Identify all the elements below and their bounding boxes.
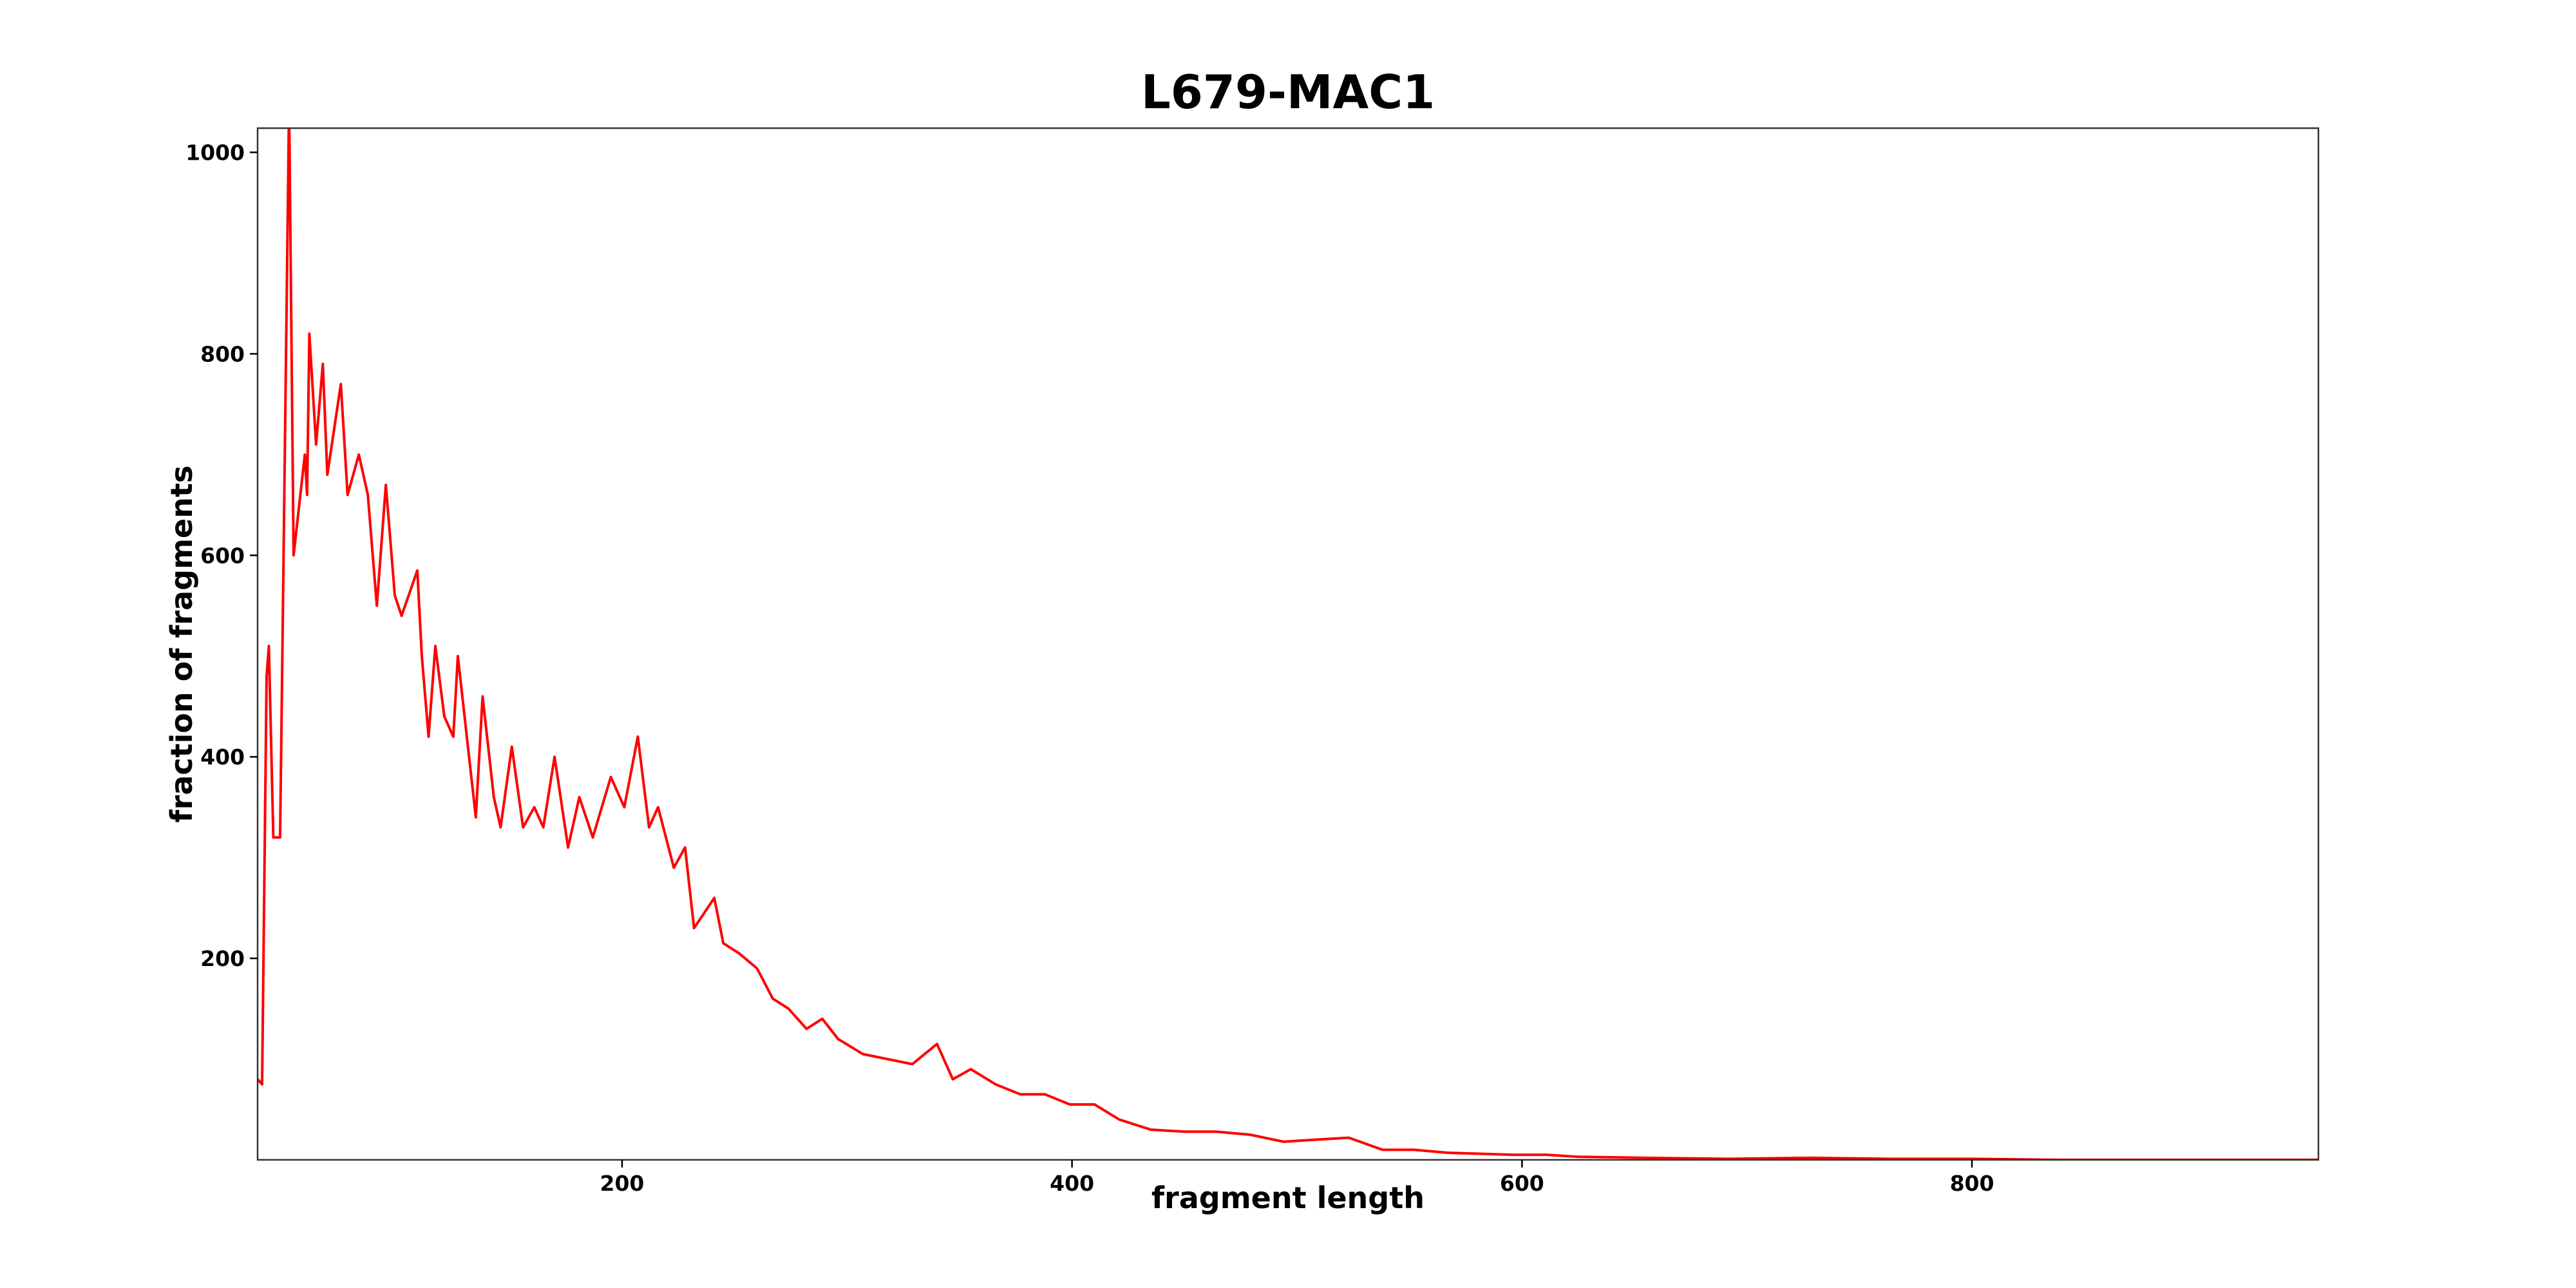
x-tick-label: 600	[1500, 1171, 1544, 1196]
plot-frame	[256, 127, 2320, 1161]
x-axis-label: fragment length	[1151, 1180, 1425, 1215]
data-line	[258, 128, 2318, 1160]
y-tick-label: 200	[200, 946, 245, 971]
x-tick-label: 400	[1050, 1171, 1094, 1196]
plot-area	[258, 128, 2318, 1160]
x-tick-label: 200	[600, 1171, 644, 1196]
y-tick-label: 400	[200, 744, 245, 770]
x-tick-label: 800	[1950, 1171, 1994, 1196]
y-tick-label: 800	[200, 341, 245, 366]
chart-title: L679-MAC1	[1141, 65, 1435, 119]
y-axis-label: fraction of fragments	[164, 466, 199, 823]
y-tick-label: 600	[200, 543, 245, 568]
y-tick-label: 1000	[185, 140, 245, 166]
